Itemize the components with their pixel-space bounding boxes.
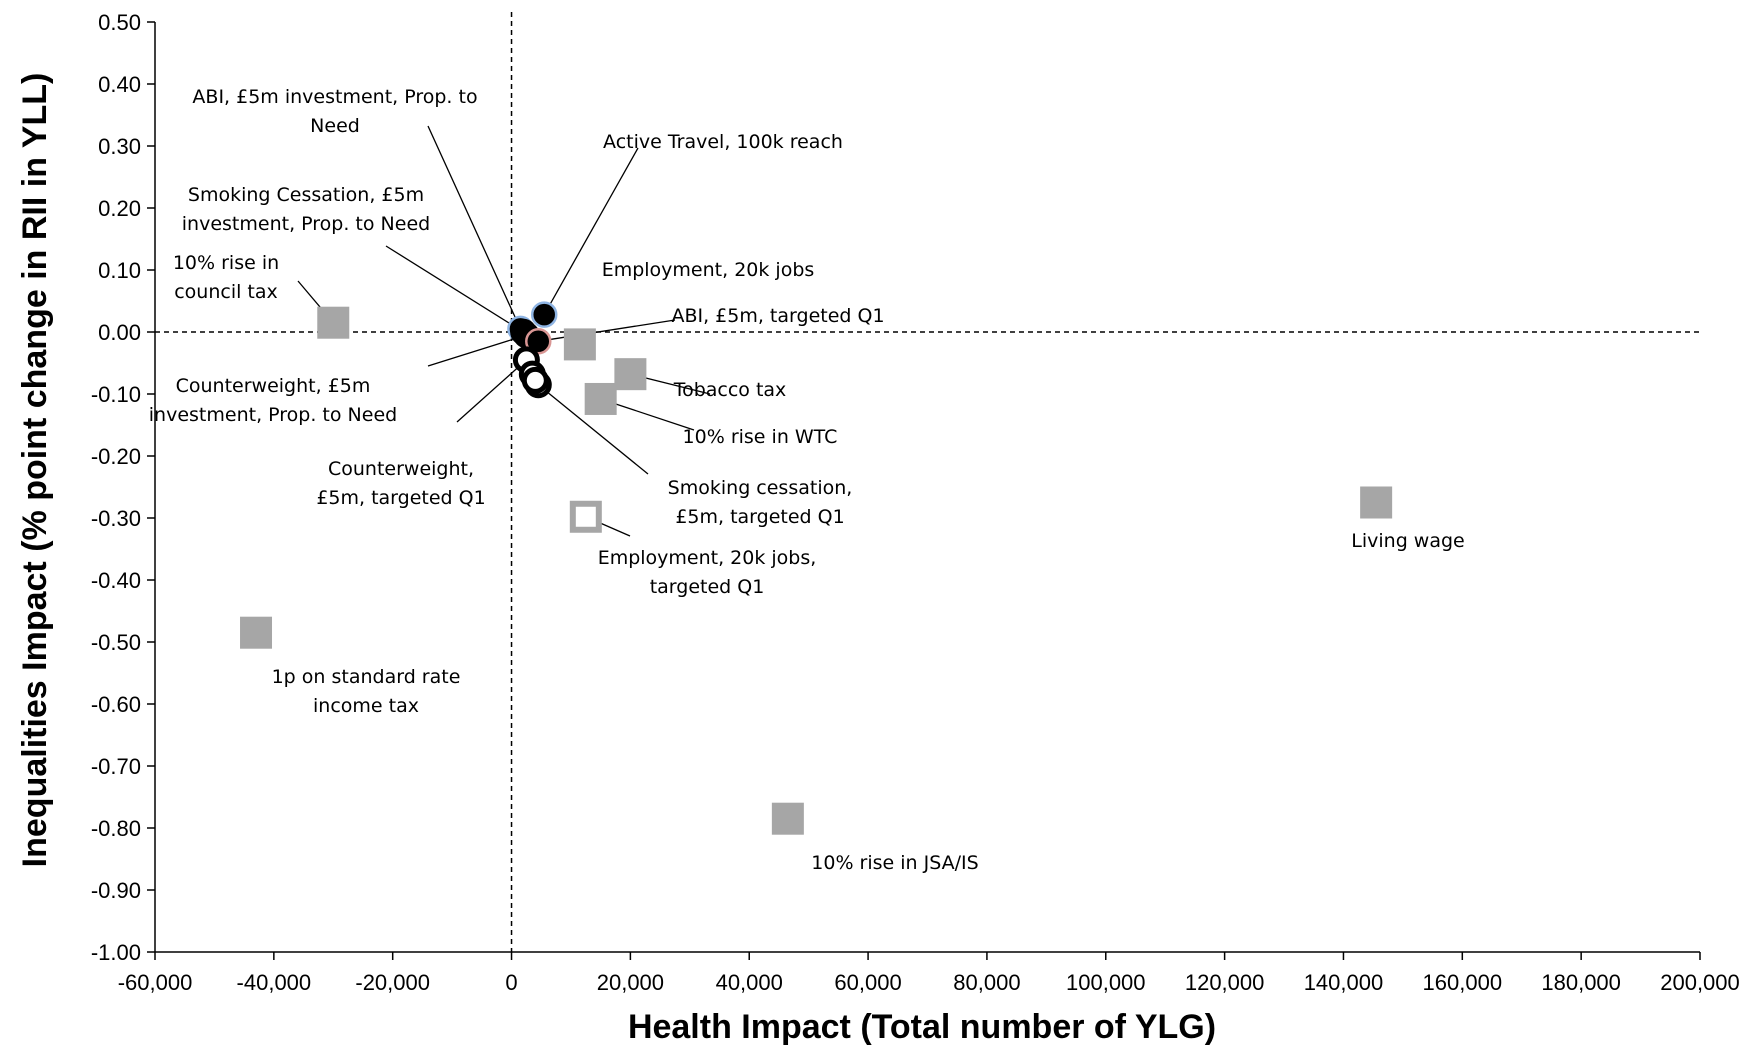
point-label: 1p on standard rate [272, 666, 461, 688]
filled-circle-marker [530, 301, 558, 328]
leader-line [538, 319, 676, 342]
point-label: Employment, 20k jobs, [598, 547, 817, 569]
y-tick-label: -0.70 [91, 754, 141, 779]
point-label: £5m, targeted Q1 [316, 487, 485, 509]
y-tick-label: -0.20 [91, 444, 141, 469]
y-tick-label: 0.50 [98, 10, 141, 35]
square-marker [1360, 486, 1393, 519]
filled-circle-marker [525, 328, 552, 355]
point-labels: 10% rise in council tax 1p on standard rat… [149, 86, 1465, 874]
point-label: Employment, 20k jobs [602, 259, 815, 281]
y-tick-label: 0.40 [98, 72, 141, 97]
x-tick-label: 120,000 [1185, 970, 1265, 995]
x-tick-label: 60,000 [834, 970, 901, 995]
y-tick-label: -0.80 [91, 816, 141, 841]
point-label: Smoking cessation, [668, 477, 853, 499]
data-markers [240, 301, 1393, 835]
point-label: Smoking Cessation, £5m [188, 184, 424, 206]
leader-lines [297, 125, 711, 537]
x-tick-label: 0 [505, 970, 517, 995]
square-marker [584, 382, 617, 415]
y-tick-label: -0.10 [91, 382, 141, 407]
point-label: income tax [313, 695, 419, 717]
square-marker [563, 328, 596, 361]
point-label: council tax [174, 281, 278, 303]
point-label: ABI, £5m, targeted Q1 [671, 305, 884, 327]
y-tick-label: 0.10 [98, 258, 141, 283]
x-tick-label: 200,000 [1660, 970, 1740, 995]
open-circle-marker [521, 366, 549, 394]
leader-line [537, 384, 649, 475]
point-label: Counterweight, £5m [176, 375, 371, 397]
point-label: Need [310, 115, 360, 137]
y-tick-label: -0.30 [91, 506, 141, 531]
point-label: £5m, targeted Q1 [675, 506, 844, 528]
leader-line [427, 334, 527, 367]
x-axis-title: Health Impact (Total number of YLG) [628, 1008, 1216, 1046]
y-tick-label: -0.90 [91, 878, 141, 903]
point-label: 10% rise in WTC [683, 426, 838, 448]
point-label: Counterweight, [328, 458, 474, 480]
leader-line [456, 359, 527, 423]
leader-line [543, 147, 639, 315]
x-tick-label: 140,000 [1304, 970, 1384, 995]
open-square-marker [569, 500, 602, 533]
y-tick-label: -0.50 [91, 630, 141, 655]
y-tick-label: 0.00 [98, 320, 141, 345]
point-label: investment, Prop. to Need [149, 404, 397, 426]
y-axis-title: Inequalities Impact (% point change in R… [16, 73, 54, 868]
square-marker [240, 616, 273, 649]
point-label: ABI, £5m investment, Prop. to [192, 86, 477, 108]
x-tick-label: 100,000 [1066, 970, 1146, 995]
point-label: 10% rise in JSA/IS [811, 852, 978, 874]
square-marker [614, 358, 647, 391]
y-tick-label: 0.30 [98, 134, 141, 159]
y-tick-label: -1.00 [91, 940, 141, 965]
point-label: Living wage [1351, 530, 1464, 552]
point-label: Active Travel, 100k reach [603, 131, 843, 153]
x-tick-label: 80,000 [953, 970, 1020, 995]
x-tick-label: 180,000 [1541, 970, 1621, 995]
x-tick-label: -40,000 [237, 970, 312, 995]
point-label: Tobacco tax [673, 379, 787, 401]
x-tick-label: -20,000 [355, 970, 430, 995]
point-label: investment, Prop. to Need [182, 213, 430, 235]
reference-lines [155, 12, 1700, 952]
x-tick-label: 160,000 [1423, 970, 1503, 995]
leader-line [427, 125, 522, 330]
point-label: 10% rise in [173, 252, 279, 274]
y-tick-label: -0.60 [91, 692, 141, 717]
x-tick-label: 40,000 [716, 970, 783, 995]
x-tick-label: -60,000 [118, 970, 193, 995]
point-label: targeted Q1 [650, 576, 765, 598]
y-tick-label: 0.20 [98, 196, 141, 221]
x-tick-label: 20,000 [597, 970, 664, 995]
square-marker [771, 802, 804, 835]
square-marker [317, 306, 350, 339]
y-tick-label: -0.40 [91, 568, 141, 593]
axes: 0.50 0.40 0.30 0.20 0.10 0.00 -0.10 -0.20 -0.30 -… [91, 10, 1740, 995]
leader-line [385, 245, 524, 333]
